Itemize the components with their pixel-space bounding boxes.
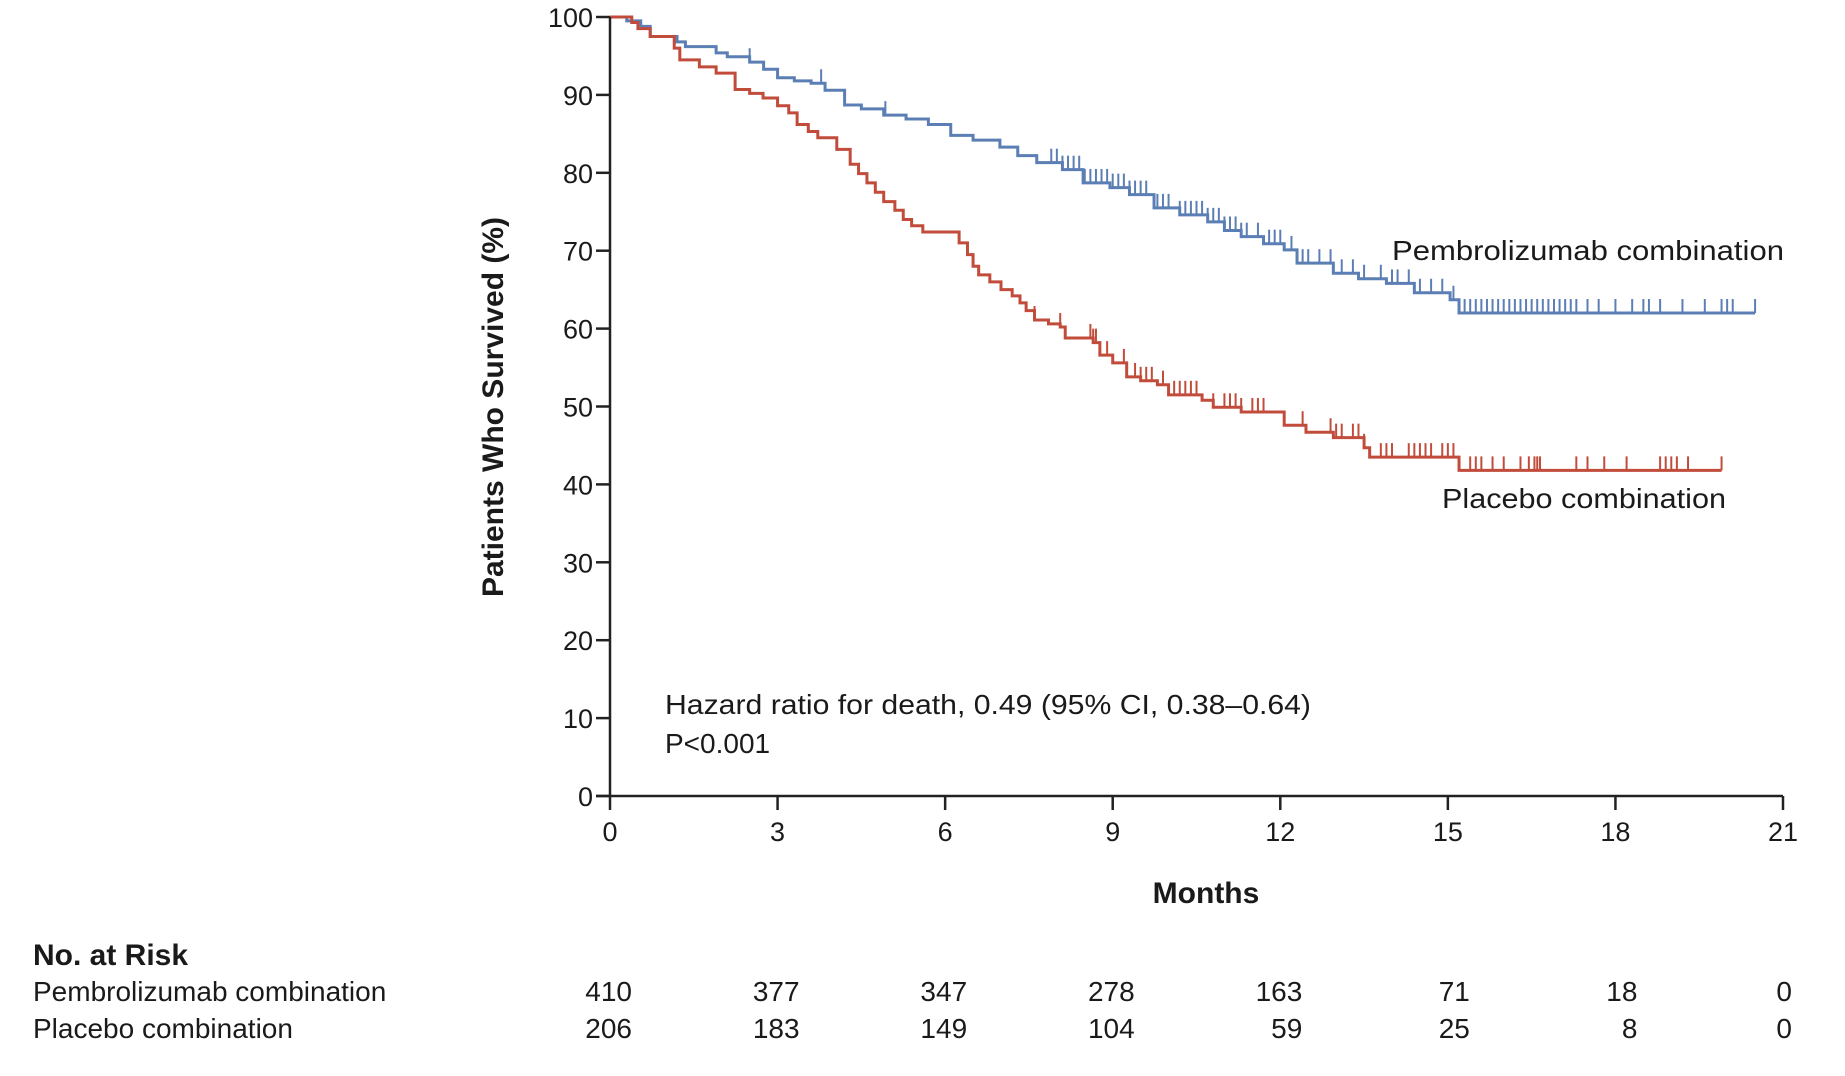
- risk-value: 163: [1256, 976, 1303, 1007]
- x-tick-label: 0: [602, 817, 617, 847]
- x-tick-label: 3: [770, 817, 785, 847]
- risk-value: 347: [920, 976, 967, 1007]
- y-tick-label: 50: [563, 393, 593, 423]
- risk-value: 410: [585, 976, 632, 1007]
- x-tick-label: 12: [1265, 817, 1295, 847]
- risk-value: 278: [1088, 976, 1135, 1007]
- risk-value: 0: [1776, 1013, 1792, 1044]
- risk-value: 25: [1439, 1013, 1470, 1044]
- y-tick-label: 40: [563, 470, 593, 500]
- x-axis-ticks: 0 3 6 9 12 15 18 21: [602, 796, 1798, 847]
- risk-row-label-pembrolizumab: Pembrolizumab combination: [33, 976, 386, 1007]
- y-tick-label: 70: [563, 237, 593, 267]
- x-tick-label: 15: [1433, 817, 1463, 847]
- risk-table-title: No. at Risk: [33, 939, 188, 972]
- risk-value: 0: [1776, 976, 1792, 1007]
- risk-value: 206: [585, 1013, 632, 1044]
- risk-value: 149: [920, 1013, 967, 1044]
- y-axis-ticks: 0 10 20 30 40 50 60 70 80 90 100: [548, 3, 610, 812]
- series-label-placebo: Placebo combination: [1442, 483, 1726, 514]
- y-axis-title: Patients Who Survived (%): [477, 217, 510, 597]
- risk-table-values: 410 377 347 278 163 71 18 0 206 183 149 104 59 25 8 0: [585, 976, 1792, 1044]
- y-tick-label: 10: [563, 704, 593, 734]
- risk-value: 18: [1606, 976, 1637, 1007]
- risk-row-label-placebo: Placebo combination: [33, 1013, 293, 1044]
- y-tick-label: 80: [563, 159, 593, 189]
- survival-curves: [610, 15, 1757, 472]
- x-tick-label: 6: [938, 817, 953, 847]
- hazard-ratio-text: Hazard ratio for death, 0.49 (95% CI, 0.…: [665, 689, 1311, 720]
- y-tick-label: 100: [548, 3, 593, 33]
- risk-value: 377: [753, 976, 800, 1007]
- risk-value: 71: [1439, 976, 1470, 1007]
- p-value-text: P<0.001: [665, 728, 770, 759]
- risk-value: 59: [1271, 1013, 1302, 1044]
- y-tick-label: 90: [563, 81, 593, 111]
- x-axis-title: Months: [1153, 877, 1260, 910]
- series-label-pembrolizumab: Pembrolizumab combination: [1392, 235, 1784, 266]
- x-tick-label: 18: [1600, 817, 1630, 847]
- x-tick-label: 21: [1768, 817, 1798, 847]
- y-tick-label: 0: [578, 782, 593, 812]
- risk-value: 8: [1622, 1013, 1638, 1044]
- y-tick-label: 30: [563, 548, 593, 578]
- risk-value: 104: [1088, 1013, 1135, 1044]
- survival-curve-pembrolizumab: [610, 15, 1756, 315]
- y-tick-label: 20: [563, 626, 593, 656]
- x-tick-label: 9: [1105, 817, 1120, 847]
- risk-value: 183: [753, 1013, 800, 1044]
- y-tick-label: 60: [563, 315, 593, 345]
